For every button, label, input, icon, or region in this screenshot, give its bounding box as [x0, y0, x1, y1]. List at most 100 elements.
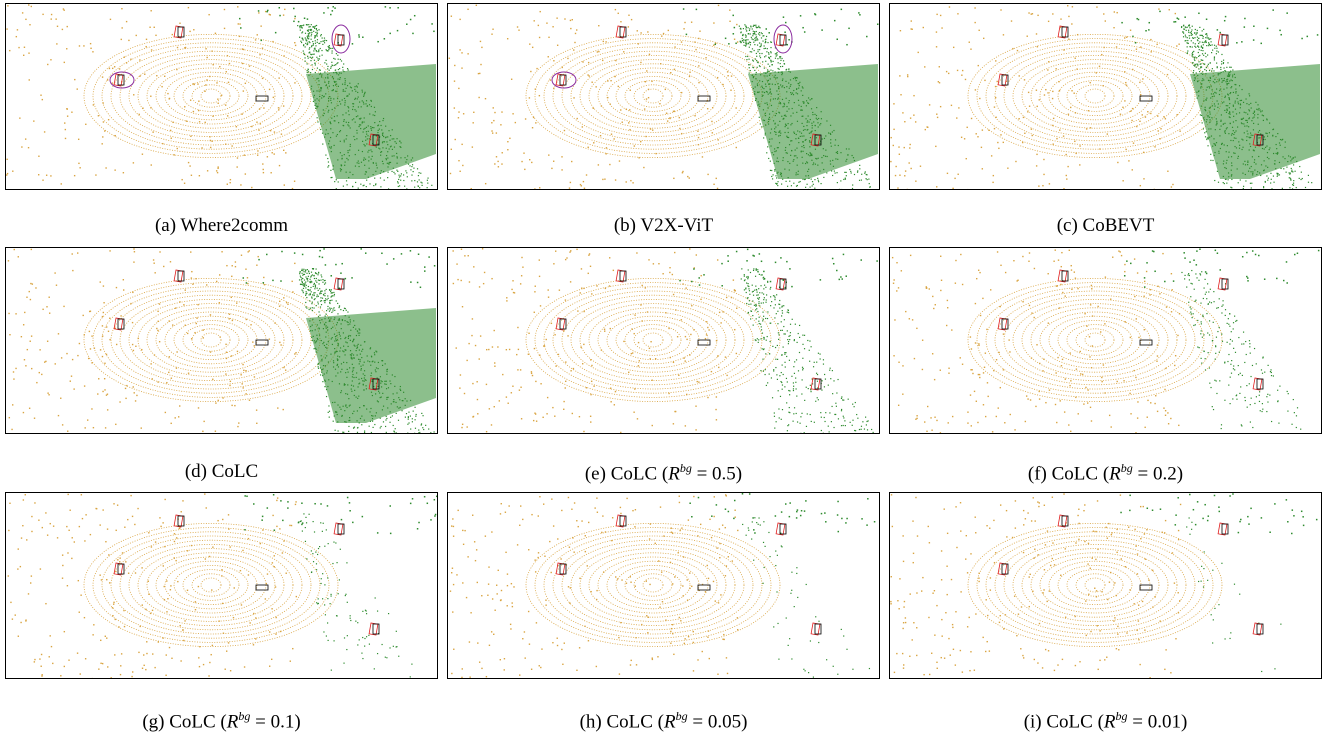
lidar-ring — [1013, 299, 1177, 380]
point — [909, 147, 910, 148]
point — [242, 383, 243, 384]
point — [801, 413, 802, 414]
point — [1243, 188, 1244, 189]
lidar-ring — [544, 43, 762, 149]
point — [1017, 50, 1018, 51]
point — [410, 169, 411, 170]
point — [34, 418, 35, 419]
point — [274, 131, 275, 132]
point — [109, 250, 110, 251]
gt-box — [338, 35, 344, 45]
lidar-ring — [643, 333, 663, 347]
point — [774, 317, 775, 318]
point — [1194, 37, 1195, 38]
point — [191, 338, 192, 339]
point — [25, 138, 26, 139]
point — [1065, 154, 1066, 155]
point — [23, 412, 24, 413]
point — [775, 175, 776, 176]
point — [555, 250, 556, 251]
point — [1125, 82, 1126, 83]
point — [745, 40, 746, 41]
point — [908, 162, 909, 163]
point — [773, 369, 774, 370]
point — [309, 32, 310, 33]
point — [1263, 186, 1264, 187]
point — [90, 48, 91, 49]
point — [263, 172, 264, 173]
point — [242, 63, 243, 64]
point — [577, 118, 578, 119]
point — [861, 174, 862, 175]
point — [1192, 46, 1193, 47]
point — [625, 181, 626, 182]
point — [324, 293, 325, 294]
point — [190, 100, 191, 101]
point — [747, 56, 748, 57]
point — [952, 416, 953, 417]
point — [13, 378, 14, 379]
point — [770, 161, 771, 162]
point — [785, 366, 786, 367]
caption-text: (d) CoLC — [185, 461, 258, 482]
point — [1128, 160, 1129, 161]
point — [548, 154, 549, 155]
point — [317, 121, 318, 122]
point — [729, 21, 730, 22]
point — [841, 9, 843, 11]
detection-box — [556, 74, 565, 86]
point — [781, 58, 782, 59]
point — [539, 187, 540, 188]
point — [313, 275, 315, 277]
point — [739, 26, 740, 27]
point — [518, 349, 519, 350]
lidar-ring — [192, 329, 230, 351]
point — [283, 297, 284, 298]
point-cloud — [6, 248, 437, 433]
point — [1203, 55, 1204, 56]
point — [762, 333, 763, 334]
point — [754, 25, 755, 26]
point — [307, 36, 308, 37]
point — [246, 282, 248, 284]
point — [1116, 12, 1117, 13]
point — [1176, 45, 1177, 46]
point — [306, 40, 307, 41]
point — [42, 180, 43, 181]
point — [414, 180, 415, 181]
point — [1221, 54, 1222, 55]
point — [746, 30, 747, 31]
point — [506, 396, 507, 397]
point — [250, 324, 251, 325]
point — [492, 132, 493, 133]
point — [1193, 72, 1194, 73]
point — [1139, 82, 1140, 83]
point — [572, 19, 573, 20]
point — [314, 288, 315, 289]
point — [938, 81, 939, 82]
point — [1216, 50, 1217, 51]
point — [1022, 256, 1023, 257]
point — [772, 178, 773, 179]
point — [197, 304, 198, 305]
point — [467, 53, 468, 54]
point — [1251, 183, 1252, 184]
point — [189, 165, 190, 166]
point — [329, 48, 330, 49]
point — [937, 117, 938, 118]
point — [1110, 298, 1111, 299]
point — [229, 182, 230, 183]
point — [152, 378, 153, 379]
point — [292, 291, 293, 292]
point — [983, 38, 984, 39]
point — [114, 169, 115, 170]
point — [311, 296, 312, 297]
point — [954, 178, 955, 179]
point — [1187, 53, 1188, 54]
point — [309, 47, 310, 48]
point — [631, 328, 632, 329]
point — [520, 387, 521, 388]
point — [1196, 67, 1197, 68]
point — [857, 170, 858, 171]
point — [538, 25, 539, 26]
